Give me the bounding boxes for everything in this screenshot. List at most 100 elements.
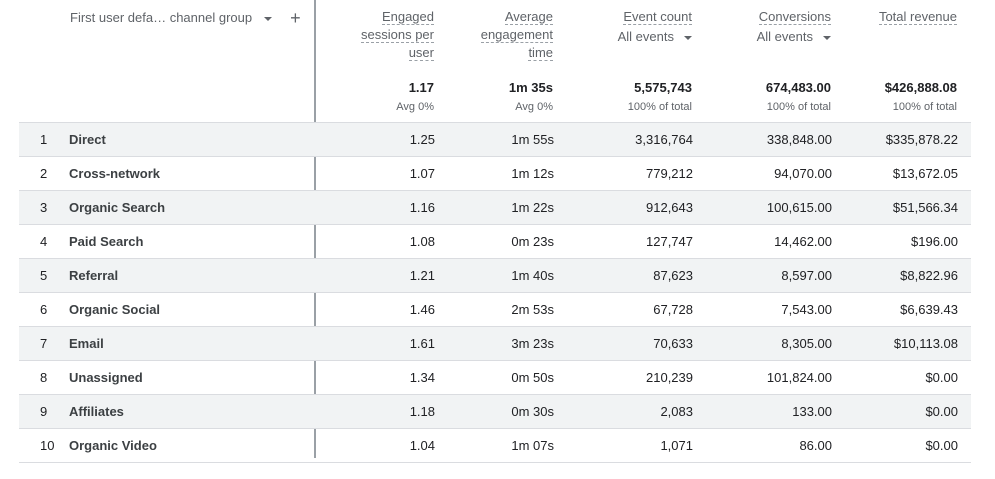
add-dimension-button[interactable]: + [290,7,301,28]
row-channel-name: Email [69,336,104,351]
cell-avg-engagement-time: 1m 22s [511,200,554,215]
cell-avg-engagement-time: 1m 07s [511,438,554,453]
cell-total-revenue: $51,566.34 [892,200,958,215]
cell-avg-engagement-time: 3m 23s [511,336,554,351]
row-index: 8 [40,370,48,385]
total-value: 1.17 [408,80,434,95]
row-index: 3 [40,200,48,215]
cell-event-count: 67,728 [653,302,693,317]
row-channel-name: Affiliates [69,404,124,419]
cell-conversions: 14,462.00 [774,234,832,249]
table-row[interactable]: 9 Affiliates 1.18 0m 30s 2,083 133.00 $0… [19,394,971,428]
cell-avg-engagement-time: 1m 55s [511,132,554,147]
cell-avg-engagement-time: 1m 40s [511,268,554,283]
conversions-selector[interactable]: All events [757,28,831,46]
col-header-line: Conversions [758,9,831,25]
col-header-total-revenue[interactable]: Total revenue [878,8,957,26]
cell-conversions: 86.00 [799,438,832,453]
row-channel-name: Paid Search [69,234,144,249]
total-event-count: 5,575,743 100% of total [628,80,692,115]
cell-engaged-sessions: 1.46 [409,302,435,317]
total-value: 674,483.00 [765,80,831,95]
cell-total-revenue: $10,113.08 [893,336,958,351]
cell-conversions: 101,824.00 [766,370,832,385]
row-channel-name: Organic Search [69,200,166,215]
col-header-line: Total revenue [878,9,957,25]
cell-avg-engagement-time: 0m 30s [511,404,554,419]
total-conversions: 674,483.00 100% of total [766,80,831,115]
col-header-line: sessions per [361,27,434,43]
total-engaged-sessions: 1.17 Avg 0% [396,80,434,115]
cell-conversions: 133.00 [792,404,832,419]
table-row[interactable]: 1 Direct 1.25 1m 55s 3,316,764 338,848.0… [19,122,971,156]
row-index: 5 [40,268,48,283]
cell-conversions: 8,305.00 [781,336,832,351]
total-value: 1m 35s [508,80,553,95]
row-channel-name: Organic Video [69,438,157,453]
chevron-down-icon[interactable] [823,36,831,40]
total-subtext: Avg 0% [396,101,434,113]
cell-event-count: 87,623 [653,268,693,283]
table-row[interactable]: 10 Organic Video 1.04 1m 07s 1,071 86.00… [19,428,971,463]
col-header-line: Event count [623,9,692,25]
total-subtext: 100% of total [627,101,692,113]
cell-total-revenue: $0.00 [925,370,958,385]
cell-total-revenue: $6,639.43 [900,302,958,317]
cell-avg-engagement-time: 2m 53s [511,302,554,317]
table-row[interactable]: 5 Referral 1.21 1m 40s 87,623 8,597.00 $… [19,258,971,292]
chevron-down-icon[interactable] [264,16,273,21]
cell-event-count: 70,633 [653,336,693,351]
event-count-selector[interactable]: All events [618,28,692,46]
cell-engaged-sessions: 1.61 [409,336,435,351]
table-row[interactable]: 6 Organic Social 1.46 2m 53s 67,728 7,54… [19,292,971,326]
dimension-label: First user defa… channel group [70,10,253,25]
cell-event-count: 2,083 [660,404,693,419]
cell-engaged-sessions: 1.21 [409,268,435,283]
chevron-down-icon[interactable] [684,36,692,40]
dimension-selector[interactable]: First user defa… channel group + [70,7,301,28]
total-revenue: $426,888.08 100% of total [885,80,957,115]
table-row[interactable]: 2 Cross-network 1.07 1m 12s 779,212 94,0… [19,156,971,190]
total-value: 5,575,743 [634,80,692,95]
row-index: 9 [40,404,48,419]
cell-engaged-sessions: 1.25 [409,132,435,147]
total-subtext: Avg 0% [515,101,553,113]
row-channel-name: Referral [69,268,119,283]
total-subtext: 100% of total [766,101,831,113]
cell-total-revenue: $335,878.22 [885,132,958,147]
total-value: $426,888.08 [884,80,957,95]
conversions-selector-label: All events [756,29,813,44]
cell-event-count: 210,239 [646,370,693,385]
table-body: 1 Direct 1.25 1m 55s 3,316,764 338,848.0… [19,122,971,463]
cell-conversions: 7,543.00 [781,302,832,317]
row-index: 6 [40,302,48,317]
table-row[interactable]: 8 Unassigned 1.34 0m 50s 210,239 101,824… [19,360,971,394]
table-row[interactable]: 4 Paid Search 1.08 0m 23s 127,747 14,462… [19,224,971,258]
total-subtext: 100% of total [892,101,957,113]
row-index: 2 [40,166,48,181]
table-row[interactable]: 3 Organic Search 1.16 1m 22s 912,643 100… [19,190,971,224]
cell-total-revenue: $13,672.05 [892,166,958,181]
cell-engaged-sessions: 1.18 [409,404,435,419]
cell-engaged-sessions: 1.34 [409,370,435,385]
table-row[interactable]: 7 Email 1.61 3m 23s 70,633 8,305.00 $10,… [19,326,971,360]
total-avg-engagement-time: 1m 35s Avg 0% [509,80,553,115]
cell-conversions: 100,615.00 [766,200,832,215]
cell-avg-engagement-time: 0m 23s [511,234,554,249]
cell-event-count: 127,747 [646,234,693,249]
col-header-event-count[interactable]: Event count All events [618,8,692,46]
column-divider[interactable] [314,0,316,458]
cell-event-count: 779,212 [646,166,693,181]
row-channel-name: Unassigned [69,370,143,385]
cell-conversions: 338,848.00 [766,132,832,147]
event-count-selector-label: All events [617,29,674,44]
col-header-conversions[interactable]: Conversions All events [757,8,831,46]
col-header-line: Engaged [381,9,434,25]
col-header-avg-engagement-time[interactable]: Average engagement time [480,8,553,62]
cell-engaged-sessions: 1.07 [409,166,435,181]
col-header-engaged-sessions[interactable]: Engaged sessions per user [361,8,434,62]
row-channel-name: Direct [69,132,106,147]
cell-avg-engagement-time: 0m 50s [511,370,554,385]
cell-avg-engagement-time: 1m 12s [511,166,554,181]
